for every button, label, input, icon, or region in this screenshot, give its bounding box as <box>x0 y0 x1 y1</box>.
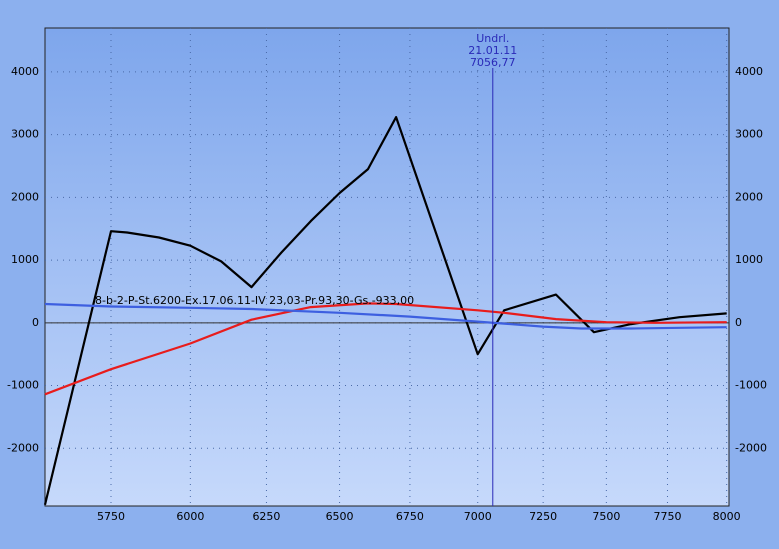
series-line <box>44 302 727 396</box>
y2-tick-label: -1000 <box>735 379 767 392</box>
underlying-value: 7056,77 <box>470 56 516 69</box>
y-tick-label: 0 <box>32 316 39 329</box>
x-tick-label: 8000 <box>713 510 741 523</box>
x-tick-label: 7250 <box>529 510 557 523</box>
y-tick-label: -1000 <box>7 379 39 392</box>
y-tick-label: -2000 <box>7 441 39 454</box>
y-tick-label: 2000 <box>11 190 39 203</box>
y2-tick-label: -2000 <box>735 441 767 454</box>
x-tick-label: 6250 <box>252 510 280 523</box>
series-line <box>43 116 727 505</box>
underlying-date: 21.01.11 <box>468 44 517 57</box>
y2-tick-label: 2000 <box>735 190 763 203</box>
y-tick-label: 3000 <box>11 128 39 141</box>
plot-area <box>44 27 730 507</box>
series-line <box>44 302 727 330</box>
x-tick-label: 6500 <box>326 510 354 523</box>
x-tick-label: 6750 <box>396 510 424 523</box>
y2-tick-label: 1000 <box>735 253 763 266</box>
annotation: 8-b-2-P-St.6200-Ex.17.06.11-IV 23,03-Pr.… <box>95 294 414 307</box>
underlying-title: Undrl. <box>476 32 509 45</box>
y2-tick-label: 3000 <box>735 128 763 141</box>
plot: -2000 -2000 -1000 -1000 0 0 1000 1000 2000 2000 30… <box>7 28 767 523</box>
x-tick-label: 7750 <box>653 510 681 523</box>
x-tick-label: 7500 <box>592 510 620 523</box>
x-tick-label: 6000 <box>176 510 204 523</box>
x-tick-label: 5750 <box>97 510 125 523</box>
x-tick-label: 7000 <box>464 510 492 523</box>
y-tick-label: 1000 <box>11 253 39 266</box>
y2-tick-label: 0 <box>735 316 742 329</box>
y-tick-label: 4000 <box>11 65 39 78</box>
y2-tick-label: 4000 <box>735 65 763 78</box>
